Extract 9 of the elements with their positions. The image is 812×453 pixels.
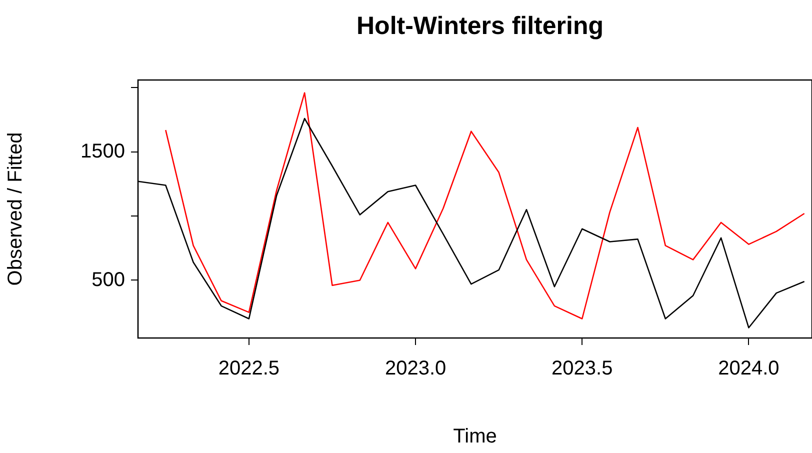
x-tick-label: 2022.5 [218, 358, 280, 380]
x-axis-title: Time [453, 426, 497, 448]
x-tick-label: 2023.5 [552, 358, 613, 380]
x-tick-label: 2023.0 [384, 358, 446, 380]
x-tick-label: 2024.0 [718, 358, 780, 380]
y-tick-label: 500 [92, 268, 125, 291]
y-tick-label: 1500 [80, 140, 125, 162]
chart-title: Holt-Winters filtering [356, 12, 604, 40]
y-axis-title: Observed / Fitted [4, 132, 27, 286]
